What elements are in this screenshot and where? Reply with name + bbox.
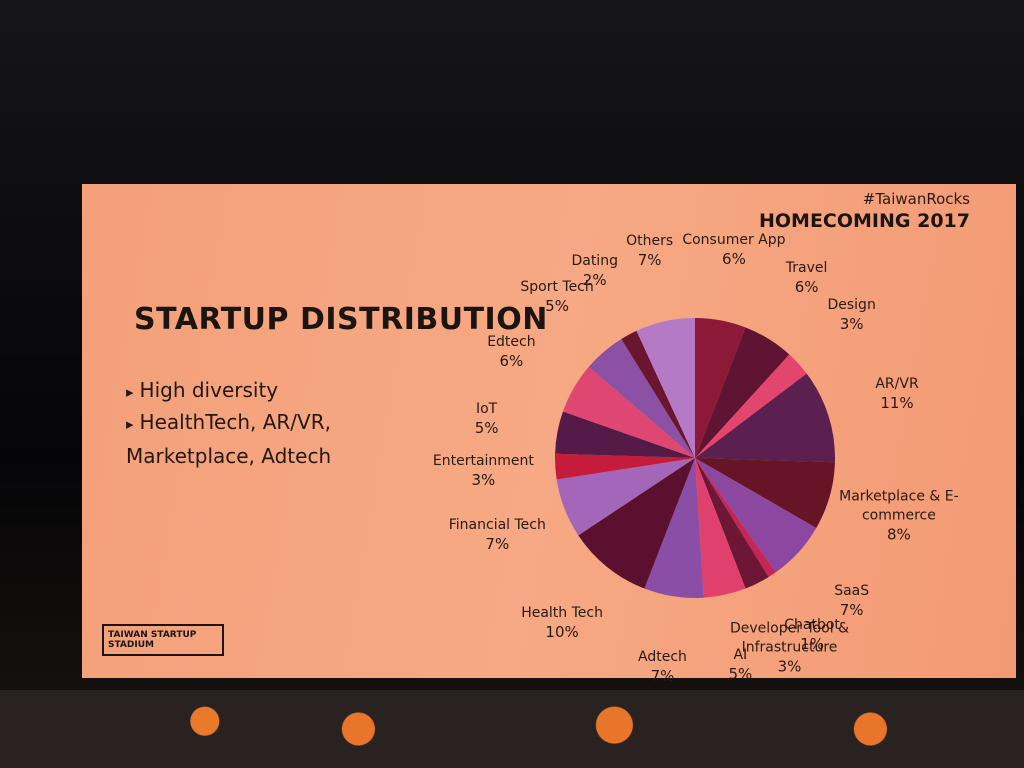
category-label: Chatbot [784, 616, 840, 633]
pie-slice [621, 330, 695, 458]
value-label: 7% [637, 250, 662, 269]
slice-label: Travel 6% [742, 259, 872, 297]
slice-label: Developer Tool & Infrastructure 3% [724, 619, 854, 676]
value-label: 7% [485, 534, 510, 553]
value-label: 7% [650, 667, 675, 686]
slice-label: AI 5% [675, 646, 805, 684]
category-label: Health Tech [521, 605, 603, 622]
category-label: Consumer App [682, 231, 786, 248]
slice-label: Entertainment 3% [418, 452, 548, 490]
slice-label: Financial Tech 7% [432, 516, 562, 554]
category-label: AR/VR [875, 375, 919, 392]
pie-slice [695, 458, 746, 598]
value-label: 8% [887, 525, 911, 544]
pie-slice [556, 458, 695, 536]
hashtag: #TaiwanRocks [862, 190, 970, 208]
slice-label: Chatbot 1% [747, 616, 877, 654]
slice-label: Sport Tech 5% [492, 278, 622, 316]
slice-label: Adtech 7% [597, 648, 727, 686]
pie-slice [695, 373, 835, 463]
pie-slice [636, 318, 695, 458]
slice-label: Design 3% [787, 296, 917, 334]
pie-slice [562, 366, 695, 458]
value-label: 11% [880, 393, 914, 412]
slice-label: IoT 5% [422, 400, 552, 438]
logo: TAIWAN STARTUP STADIUM [102, 624, 224, 656]
pie-slice [695, 327, 790, 458]
pie-slice [695, 354, 807, 458]
category-label: AI [733, 647, 748, 664]
bullet: HealthTech, AR/VR, Marketplace, Adtech [126, 406, 426, 472]
pie-slice [695, 318, 746, 458]
slice-label: Health Tech 10% [497, 604, 627, 642]
value-label: 1% [800, 634, 824, 653]
pie-slice [555, 453, 695, 480]
pie-slice [695, 458, 776, 578]
value-label: 6% [499, 352, 524, 370]
pie-slice [695, 458, 835, 528]
value-label: 5% [545, 297, 569, 315]
category-label: Others [626, 232, 674, 249]
slice-label: AR/VR 11% [832, 375, 962, 413]
category-label: Adtech [638, 649, 687, 666]
slice-label: Others 7% [585, 232, 715, 270]
category-label: Entertainment [432, 453, 534, 470]
pie-slice [555, 411, 695, 458]
category-label: Developer Tool & Infrastructure [729, 620, 849, 656]
chart-title: STARTUP DISTRIBUTION [134, 302, 548, 337]
pie-chart [555, 318, 835, 598]
slice-label: Marketplace & E-commerce 8% [834, 488, 964, 545]
value-label: 2% [582, 271, 607, 290]
value-label: 3% [471, 471, 496, 490]
bullet: High diversity [126, 374, 426, 408]
value-label: 5% [474, 419, 499, 438]
pie-slice [644, 458, 704, 598]
value-label: 10% [545, 623, 579, 642]
value-label: 7% [839, 600, 864, 619]
slice-label: Dating 2% [530, 252, 660, 290]
pie-slice [588, 338, 695, 458]
pie-slice [578, 458, 695, 589]
category-label: Design [827, 297, 876, 314]
category-label: Financial Tech [448, 516, 546, 533]
slice-label: Edtech 6% [446, 333, 576, 371]
value-label: 3% [839, 315, 864, 334]
value-label: 6% [794, 277, 819, 296]
category-label: Marketplace & E-commerce [839, 488, 959, 524]
category-label: SaaS [834, 582, 870, 599]
category-label: IoT [475, 401, 498, 418]
slice-label: Consumer App 6% [669, 231, 799, 269]
pie-slice [695, 458, 817, 573]
value-label: 6% [722, 249, 746, 268]
category-label: Dating [571, 253, 618, 270]
category-label: Travel [785, 259, 828, 276]
slide: #TaiwanRocks HOMECOMING 2017 STARTUP DIS… [82, 184, 1016, 685]
event-title: HOMECOMING 2017 [758, 210, 970, 232]
value-label: 5% [728, 665, 753, 684]
category-label: Edtech [487, 334, 536, 350]
category-label: Sport Tech [520, 279, 594, 295]
floor [0, 690, 1024, 768]
value-label: 3% [777, 657, 802, 676]
pie-slice [695, 458, 769, 589]
slice-label: SaaS 7% [787, 582, 917, 620]
